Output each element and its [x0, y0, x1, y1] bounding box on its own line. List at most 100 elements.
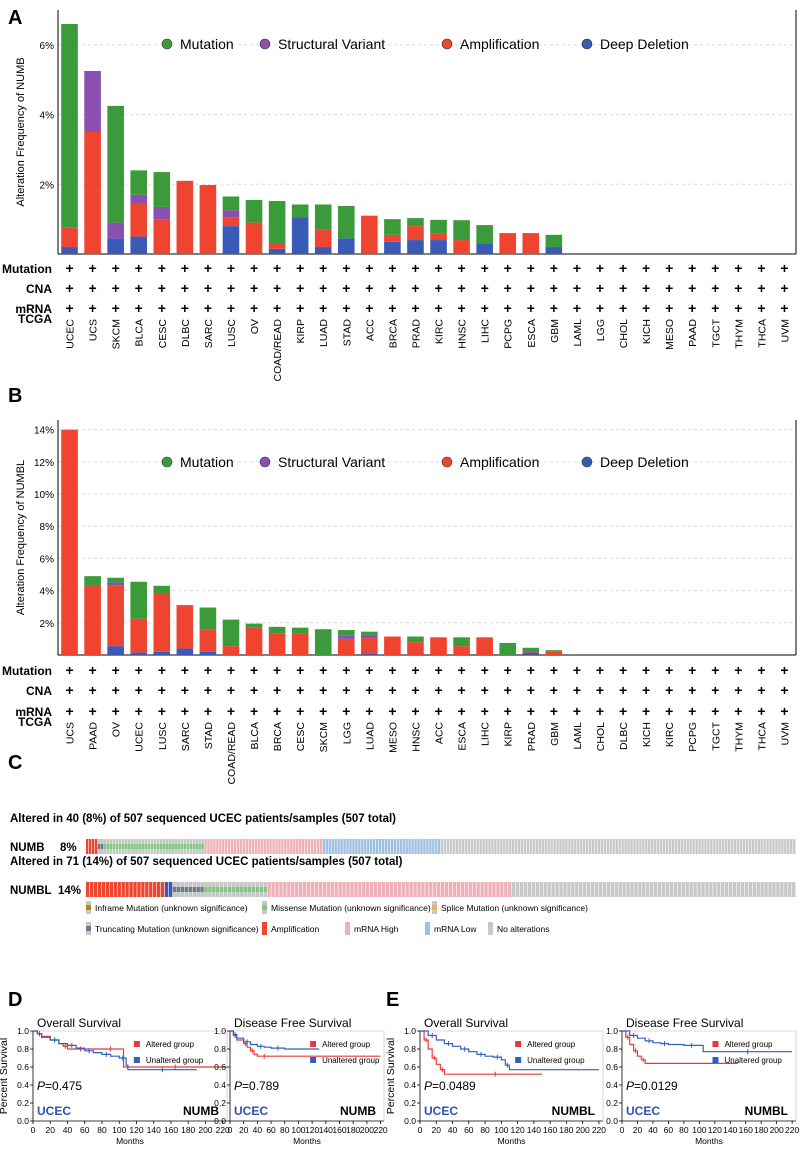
row-marker: +	[504, 260, 512, 276]
oncoprint-cell-mrna_high	[500, 882, 504, 897]
row-label: TCGA	[18, 715, 52, 729]
oncoprint-cell-amplification	[160, 882, 165, 897]
bar-mutation	[361, 631, 378, 635]
oncoprint-cell-no_alt	[790, 839, 793, 854]
oncoprint-cell-no_alt	[606, 882, 611, 897]
bar-amplification	[453, 240, 470, 254]
bar-amplification	[361, 215, 378, 254]
oncoprint-cell-truncating	[184, 887, 188, 892]
row-marker: +	[112, 703, 120, 719]
oncoprint-cell-mrna_low	[420, 839, 423, 854]
oncoprint-cell-mrna_low	[349, 839, 352, 854]
y-axis-title: Alteration Frequency of NUMB	[15, 57, 27, 206]
oncoprint-cell-missense	[180, 844, 184, 849]
row-marker: +	[573, 260, 581, 276]
row-marker: +	[365, 682, 373, 698]
oncoprint-cell-amplification	[109, 882, 114, 897]
bar-amplification	[361, 638, 378, 654]
oncoprint-cell-no_alt	[736, 839, 740, 854]
x-tick-label: 40	[448, 1125, 458, 1135]
row-marker: +	[319, 280, 327, 296]
km-plot-D-DFS: 0.0 0.2 0.4 0.6 0.8 1.0 0 20 40 60 80 100 120 140 160 1…	[214, 1016, 388, 1146]
oncoprint-cell-mrna_high	[322, 882, 327, 897]
oncoprint-cell-no_alt	[681, 882, 685, 897]
category-label: LIHC	[480, 319, 492, 343]
oncoprint-cell-no_alt	[689, 882, 693, 897]
category-label: PCPG	[503, 319, 515, 349]
y-tick-label: 1.0	[606, 1026, 618, 1036]
bar-amplification	[245, 627, 263, 655]
oncoprint-cell-no_alt	[659, 839, 663, 854]
oncoprint-cell-no_alt	[553, 839, 556, 854]
oncoprint-cell-mrna_high	[279, 882, 283, 897]
bar-mutation	[268, 201, 286, 244]
y-tick-label: 6%	[40, 554, 55, 565]
oncoprint-cell-no_alt	[606, 839, 610, 854]
oncoprint-cell-mrna_low	[331, 839, 334, 854]
category-label: SKCM	[318, 722, 330, 752]
oncoprint-cell-no_alt	[512, 882, 516, 897]
y-tick-label: 0.6	[404, 1062, 416, 1072]
y-tick-label: 0.8	[404, 1044, 416, 1054]
oncoprint-cell-mrna_high	[484, 882, 488, 897]
oncoprint-cell-truncating	[196, 887, 200, 892]
cohort-label: UCEC	[234, 1104, 268, 1118]
y-tick-label: 0.2	[404, 1098, 416, 1108]
y-tick-label: 0.4	[404, 1080, 416, 1090]
oncoprint-cell-missense	[109, 844, 113, 849]
oncoprint-cell-missense	[239, 887, 244, 892]
oncoprint-cell-missense	[124, 844, 127, 849]
row-marker: +	[481, 662, 489, 678]
oncoprint-cell-mrna_high	[456, 882, 461, 897]
row-marker: +	[204, 703, 212, 719]
x-tick-label: 160	[164, 1125, 178, 1135]
oncoprint: Altered in 40 (8%) of 507 sequenced UCEC…	[10, 813, 796, 935]
row-marker: +	[135, 662, 143, 678]
oncoprint-cell-amplification	[133, 882, 137, 897]
cohort-label: UCEC	[424, 1104, 458, 1118]
category-label: OV	[249, 319, 261, 334]
p-value: P=0.789	[234, 1079, 279, 1093]
oncoprint-cell-mrna_low	[435, 839, 438, 854]
oncoprint-cell-no_alt	[583, 882, 587, 897]
y-tick-label: 2%	[40, 619, 55, 630]
oncoprint-cell-amplification	[153, 882, 157, 897]
oncoprint-cell-mrna_high	[304, 839, 308, 854]
row-marker: +	[181, 703, 189, 719]
oncoprint-cell-no_alt	[754, 839, 757, 854]
row-marker: +	[458, 682, 466, 698]
x-tick-label: 140	[147, 1125, 161, 1135]
row-marker: +	[250, 682, 258, 698]
oncoprint-cell-no_alt	[526, 839, 530, 854]
oncoprint-cell-missense	[151, 844, 154, 849]
oncoprint-cell-no_alt	[763, 839, 766, 854]
oncoprint-cell-amplification	[86, 882, 90, 897]
oncoprint-cell-missense	[201, 844, 204, 849]
panel-letter-a: A	[8, 7, 22, 29]
y-tick-label: 0.8	[17, 1044, 29, 1054]
oncoprint-cell-missense	[259, 887, 263, 892]
row-marker: +	[619, 662, 627, 678]
oncoprint-cell-mrna_high	[413, 882, 417, 897]
oncoprint-cell-no_alt	[638, 882, 642, 897]
bar-deep-deletion	[384, 241, 401, 254]
bar-amplification	[84, 584, 101, 655]
x-tick-label: 180	[346, 1125, 360, 1135]
oncoprint-cell-mrna_low	[396, 839, 399, 854]
oncoprint-cell-no_alt	[709, 882, 713, 897]
oncoprint-cell-no_alt	[673, 882, 678, 897]
bar-mutation	[153, 172, 171, 207]
y-tick-label: 0.4	[214, 1080, 226, 1090]
row-marker: +	[135, 682, 143, 698]
bar-mutation	[245, 199, 263, 223]
oncoprint-cell-no_alt	[618, 882, 622, 897]
category-label: COAD/READ	[226, 722, 238, 785]
bar-structural-variant	[222, 210, 240, 218]
oncoprint-cell-no_alt	[461, 839, 465, 854]
oncoprint-cell-no_alt	[721, 882, 725, 897]
row-marker: +	[342, 703, 350, 719]
category-label: ESCA	[457, 722, 469, 751]
row-marker: +	[711, 682, 719, 698]
oncoprint-cell-no_alt	[547, 839, 550, 854]
oncoprint-cell-mrna_high	[316, 839, 320, 854]
